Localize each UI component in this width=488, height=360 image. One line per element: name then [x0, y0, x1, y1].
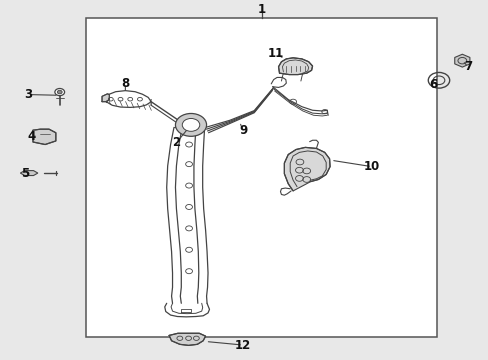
Text: 9: 9 — [239, 125, 246, 138]
Text: 8: 8 — [121, 77, 129, 90]
Polygon shape — [33, 129, 56, 144]
Text: 7: 7 — [463, 60, 471, 73]
Polygon shape — [278, 58, 312, 75]
Polygon shape — [102, 94, 109, 102]
Text: 3: 3 — [24, 88, 32, 101]
Polygon shape — [169, 333, 205, 345]
Circle shape — [175, 113, 206, 136]
Text: 2: 2 — [172, 136, 180, 149]
Text: 5: 5 — [20, 167, 29, 180]
Bar — [86, 18, 436, 337]
Polygon shape — [454, 54, 469, 67]
Polygon shape — [284, 147, 329, 191]
Polygon shape — [20, 171, 38, 176]
Text: 6: 6 — [428, 78, 436, 91]
Circle shape — [57, 90, 62, 94]
Text: 4: 4 — [27, 130, 36, 143]
Text: 12: 12 — [234, 338, 251, 352]
Text: 1: 1 — [257, 3, 265, 16]
Text: 11: 11 — [267, 47, 284, 60]
Circle shape — [55, 89, 64, 96]
Text: 10: 10 — [363, 160, 379, 173]
Circle shape — [182, 118, 200, 131]
